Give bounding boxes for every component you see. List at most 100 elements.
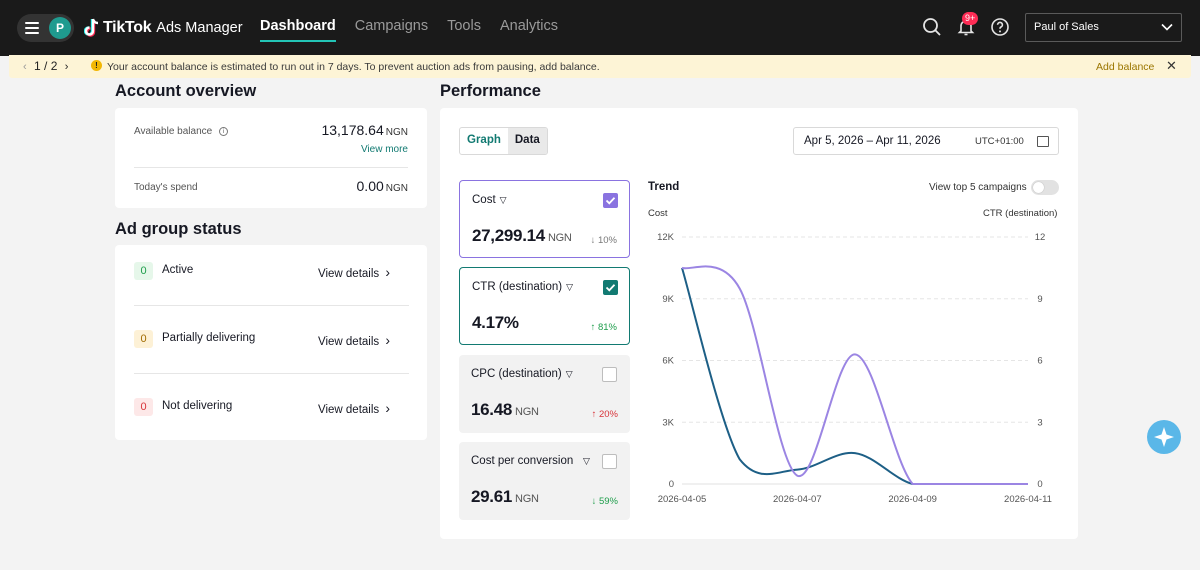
metric-value: 27,299.14 NGN — [472, 226, 572, 246]
right-axis-title: CTR (destination) — [983, 208, 1058, 219]
currency-label: NGN — [385, 183, 408, 194]
x-tick-label: 2026-04-05 — [658, 494, 707, 505]
metric-value: 4.17% — [472, 313, 519, 333]
metric-checkbox[interactable] — [602, 367, 617, 382]
nav-dashboard[interactable]: Dashboard — [260, 18, 336, 42]
x-tick-label: 2026-04-09 — [888, 494, 937, 505]
right-tick-label: 12 — [1035, 232, 1046, 243]
currency-label: NGN — [385, 127, 408, 138]
logo-subtitle: Ads Manager — [156, 20, 243, 36]
metric-checkbox[interactable] — [603, 280, 618, 295]
right-tick-label: 6 — [1037, 356, 1042, 367]
status-label: Active — [162, 264, 194, 276]
chevron-down-icon[interactable]: ▽ — [583, 456, 590, 466]
metric-label-text: Cost per conversion — [471, 455, 574, 467]
view-details-button[interactable]: View details › — [318, 264, 390, 280]
info-icon[interactable]: i — [219, 126, 228, 136]
metric-card-ctr[interactable]: CTR (destination) ▽ 4.17% ↑ 81% — [459, 267, 630, 345]
top-bar: P TikTok Ads Manager Dashboard Campaigns… — [0, 0, 1200, 56]
metric-unit: NGN — [515, 493, 539, 505]
pager-text: 1 / 2 — [34, 59, 58, 73]
status-label: Partially delivering — [162, 332, 256, 344]
metric-checkbox[interactable] — [603, 193, 618, 208]
view-details-text: View details — [318, 268, 380, 280]
logo-text: TikTok — [103, 19, 152, 36]
account-overview-title: Account overview — [115, 82, 257, 100]
divider — [134, 167, 408, 168]
metric-value: 16.48 NGN — [471, 400, 539, 420]
metric-delta: ↓ 10% — [590, 235, 617, 246]
metric-card-cpc[interactable]: CPC (destination) ▽ 16.48 NGN ↑ 20% — [459, 355, 630, 433]
metric-value-number: 16.48 — [471, 400, 513, 419]
chevron-left-icon[interactable]: ‹ — [23, 61, 27, 73]
metric-delta: ↑ 20% — [591, 409, 618, 420]
metric-delta: ↑ 81% — [590, 322, 617, 333]
view-details-button[interactable]: View details › — [318, 400, 390, 416]
avatar[interactable]: P — [49, 17, 71, 39]
chevron-right-icon: › — [385, 332, 391, 348]
right-tick-label: 3 — [1037, 417, 1042, 428]
metric-label[interactable]: Cost ▽ — [472, 194, 507, 206]
x-tick-label: 2026-04-11 — [1004, 494, 1052, 505]
account-selector[interactable]: Paul of Sales — [1025, 13, 1182, 42]
nav-campaigns[interactable]: Campaigns — [354, 18, 429, 34]
tiktok-logo[interactable]: TikTok Ads Manager — [84, 16, 243, 40]
right-tick-label: 0 — [1037, 479, 1042, 490]
nav-tools[interactable]: Tools — [447, 18, 481, 34]
metric-checkbox[interactable] — [602, 454, 617, 469]
tiktok-note-icon — [84, 18, 99, 37]
view-details-text: View details — [318, 336, 380, 348]
metric-label-text: CTR (destination) — [472, 281, 563, 293]
date-range-picker[interactable]: Apr 5, 2026 – Apr 11, 2026 UTC+01:00 — [793, 127, 1059, 155]
view-details-button[interactable]: View details › — [318, 332, 390, 348]
status-row-active: 0 Active View details › — [134, 262, 414, 282]
view-details-text: View details — [318, 404, 380, 416]
account-name: Paul of Sales — [1034, 21, 1099, 33]
metric-value-number: 27,299.14 — [472, 226, 545, 245]
divider — [134, 373, 409, 374]
available-balance-label-text: Available balance — [134, 126, 213, 137]
available-balance-number: 13,178.64 — [321, 122, 384, 138]
left-axis-title: Cost — [648, 208, 668, 219]
add-balance-link[interactable]: Add balance — [1096, 61, 1155, 73]
status-label: Not delivering — [162, 400, 233, 412]
calendar-icon — [1037, 136, 1049, 147]
series-line-ctr-destination — [681, 265, 1028, 485]
tab-data[interactable]: Data — [507, 128, 547, 154]
metric-label[interactable]: CTR (destination) ▽ — [472, 281, 573, 293]
top-campaigns-toggle[interactable] — [1031, 180, 1059, 195]
nav-analytics[interactable]: Analytics — [499, 18, 558, 34]
metric-value-number: 29.61 — [471, 487, 513, 506]
chevron-right-icon: › — [385, 400, 391, 416]
chevron-right-icon: › — [385, 264, 391, 280]
status-row-partially-delivering: 0 Partially delivering View details › — [134, 330, 414, 350]
metric-card-cost[interactable]: Cost ▽ 27,299.14 NGN ↓ 10% — [459, 180, 630, 258]
toggle-label: View top 5 campaigns — [929, 182, 1027, 193]
metric-label-text: Cost — [472, 194, 496, 206]
chevron-down-icon: ▽ — [499, 195, 507, 205]
search-icon[interactable] — [922, 17, 942, 37]
close-icon[interactable]: ✕ — [1166, 58, 1177, 73]
date-range-text: Apr 5, 2026 – Apr 11, 2026 — [804, 135, 941, 147]
right-tick-label: 9 — [1037, 294, 1042, 305]
status-count: 0 — [134, 398, 153, 416]
view-more-link[interactable]: View more — [360, 144, 408, 155]
help-icon[interactable] — [990, 17, 1010, 37]
left-tick-label: 0 — [669, 479, 674, 490]
chevron-right-icon[interactable]: › — [64, 61, 69, 73]
series-line-cost — [681, 267, 1028, 485]
menu-toggle[interactable]: P — [17, 14, 74, 42]
trend-title: Trend — [648, 181, 680, 193]
assistant-button[interactable] — [1147, 420, 1181, 454]
hamburger-icon[interactable] — [25, 22, 39, 34]
todays-spend-number: 0.00 — [356, 178, 384, 194]
left-tick-label: 12K — [657, 232, 675, 243]
chevron-down-icon: ▽ — [565, 369, 573, 379]
x-tick-label: 2026-04-07 — [773, 494, 822, 505]
tab-graph[interactable]: Graph — [467, 134, 501, 146]
metric-label[interactable]: CPC (destination) ▽ — [471, 368, 573, 380]
view-tabs: Graph Data — [459, 127, 548, 155]
metric-card-cost-per-conversion[interactable]: Cost per conversion ▽ 29.61 NGN ↓ 59% — [459, 442, 630, 520]
metric-label[interactable]: Cost per conversion — [471, 455, 583, 467]
main-nav: Dashboard Campaigns Tools Analytics — [260, 18, 577, 42]
